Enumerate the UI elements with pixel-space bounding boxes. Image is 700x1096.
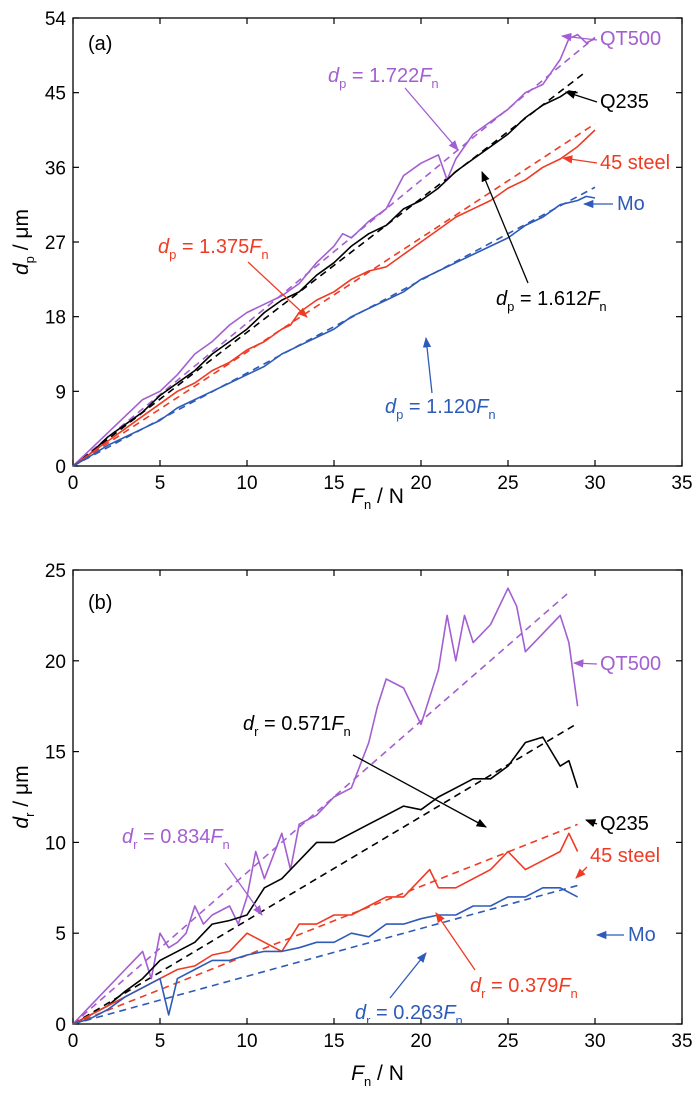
fit-line-mo xyxy=(72,884,578,1025)
x-tick-label: 25 xyxy=(497,1031,518,1052)
equation-arrow-mo xyxy=(389,952,427,999)
x-axis-title: Fn / N xyxy=(351,1062,404,1089)
series-line-45-steel xyxy=(72,832,579,1025)
x-tick-label: 15 xyxy=(323,473,344,494)
fit-line-45-steel xyxy=(72,823,578,1025)
series-label-arrow-qt500 xyxy=(560,32,598,42)
x-tick-label: 0 xyxy=(68,473,79,494)
x-axis-title: Fn / N xyxy=(351,485,404,512)
x-tick-label: 30 xyxy=(584,473,605,494)
series-label-45-steel: 45 steel xyxy=(600,152,670,174)
x-tick-label: 15 xyxy=(323,1031,344,1052)
equation-label-mo: dr = 0.263Fn xyxy=(355,1002,463,1028)
series-label-arrow-45-steel xyxy=(575,866,588,879)
x-tick-label: 20 xyxy=(410,473,431,494)
x-tick-label: 10 xyxy=(236,473,257,494)
series-label-arrow-q235 xyxy=(565,90,598,103)
y-tick-label: 10 xyxy=(45,833,66,854)
y-tick-label: 5 xyxy=(55,924,66,945)
x-tick-label: 25 xyxy=(497,473,518,494)
series-label-q235: Q235 xyxy=(600,813,649,835)
y-tick-label: 15 xyxy=(45,743,66,764)
x-tick-label: 10 xyxy=(236,1031,257,1052)
y-tick-label: 25 xyxy=(45,561,66,582)
y-tick-label: 54 xyxy=(45,9,67,30)
x-tick-label: 5 xyxy=(155,1031,166,1052)
panel-label: (a) xyxy=(88,33,112,55)
equation-label-45-steel: dp = 1.375Fn xyxy=(158,236,269,262)
fit-line-qt500 xyxy=(72,591,570,1025)
x-tick-label: 35 xyxy=(671,473,692,494)
series-line-q235 xyxy=(72,90,578,467)
equation-label-qt500: dp = 1.722Fn xyxy=(328,65,439,91)
series-label-qt500: QT500 xyxy=(600,28,661,50)
plot-frame xyxy=(72,569,683,1025)
y-axis-title: dr / μm xyxy=(10,765,37,828)
equation-arrow-qt500 xyxy=(224,862,263,916)
y-axis-title: dp / μm xyxy=(10,209,37,275)
series-line-mo xyxy=(72,886,578,1025)
x-tick-label: 20 xyxy=(410,1031,431,1052)
equation-label-qt500: dr = 0.834Fn xyxy=(122,826,230,852)
equation-arrow-qt500 xyxy=(404,87,459,151)
series-line-q235 xyxy=(72,736,579,1025)
series-label-45-steel: 45 steel xyxy=(590,845,660,867)
series-line-qt500 xyxy=(72,33,596,467)
equation-arrow-q235 xyxy=(481,171,529,284)
fit-line-q235 xyxy=(72,722,579,1025)
equation-arrow-45-steel xyxy=(247,261,308,318)
equation-label-q235: dr = 0.571Fn xyxy=(243,713,351,739)
series-label-arrow-q235 xyxy=(585,819,598,828)
panel-label: (b) xyxy=(88,592,112,614)
equation-arrow-q235 xyxy=(352,754,487,828)
equation-arrow-45-steel xyxy=(435,912,476,971)
series-label-arrow-45-steel xyxy=(561,155,598,164)
series-line-45-steel xyxy=(72,129,596,467)
series-label-mo: Mo xyxy=(628,924,656,946)
fit-line-q235 xyxy=(72,70,587,467)
y-tick-label: 45 xyxy=(45,84,66,105)
equation-arrow-mo xyxy=(422,336,433,394)
fit-line-45-steel xyxy=(72,123,596,467)
equation-label-q235: dp = 1.612Fn xyxy=(496,288,607,314)
y-tick-label: 20 xyxy=(45,652,66,673)
y-tick-label: 0 xyxy=(55,1015,66,1036)
series-label-qt500: QT500 xyxy=(600,653,661,675)
y-tick-label: 27 xyxy=(45,233,66,254)
series-label-mo: Mo xyxy=(617,193,645,215)
x-tick-label: 5 xyxy=(155,473,166,494)
series-line-mo xyxy=(72,195,596,467)
equation-label-45-steel: dr = 0.379Fn xyxy=(470,975,578,1001)
x-tick-label: 35 xyxy=(671,1031,692,1052)
x-tick-label: 0 xyxy=(68,1031,79,1052)
panel-b: 0 5 10 15 20 25 30 35 0 5 10 15 20 25 (b) Fn / N dr / μm… xyxy=(10,561,693,1089)
equation-label-mo: dp = 1.120Fn xyxy=(385,396,496,422)
series-label-q235: Q235 xyxy=(600,91,649,113)
panel-a: 0 5 10 15 20 25 30 35 0 9 18 27 36 45 54 (a) Fn / N dp / … xyxy=(10,9,693,512)
y-tick-label: 36 xyxy=(45,158,66,179)
series-label-arrow-qt500 xyxy=(572,659,598,668)
x-tick-label: 30 xyxy=(584,1031,605,1052)
y-tick-label: 18 xyxy=(45,308,66,329)
y-tick-label: 9 xyxy=(55,382,66,403)
y-tick-label: 0 xyxy=(55,457,66,478)
series-line-qt500 xyxy=(72,587,579,1025)
